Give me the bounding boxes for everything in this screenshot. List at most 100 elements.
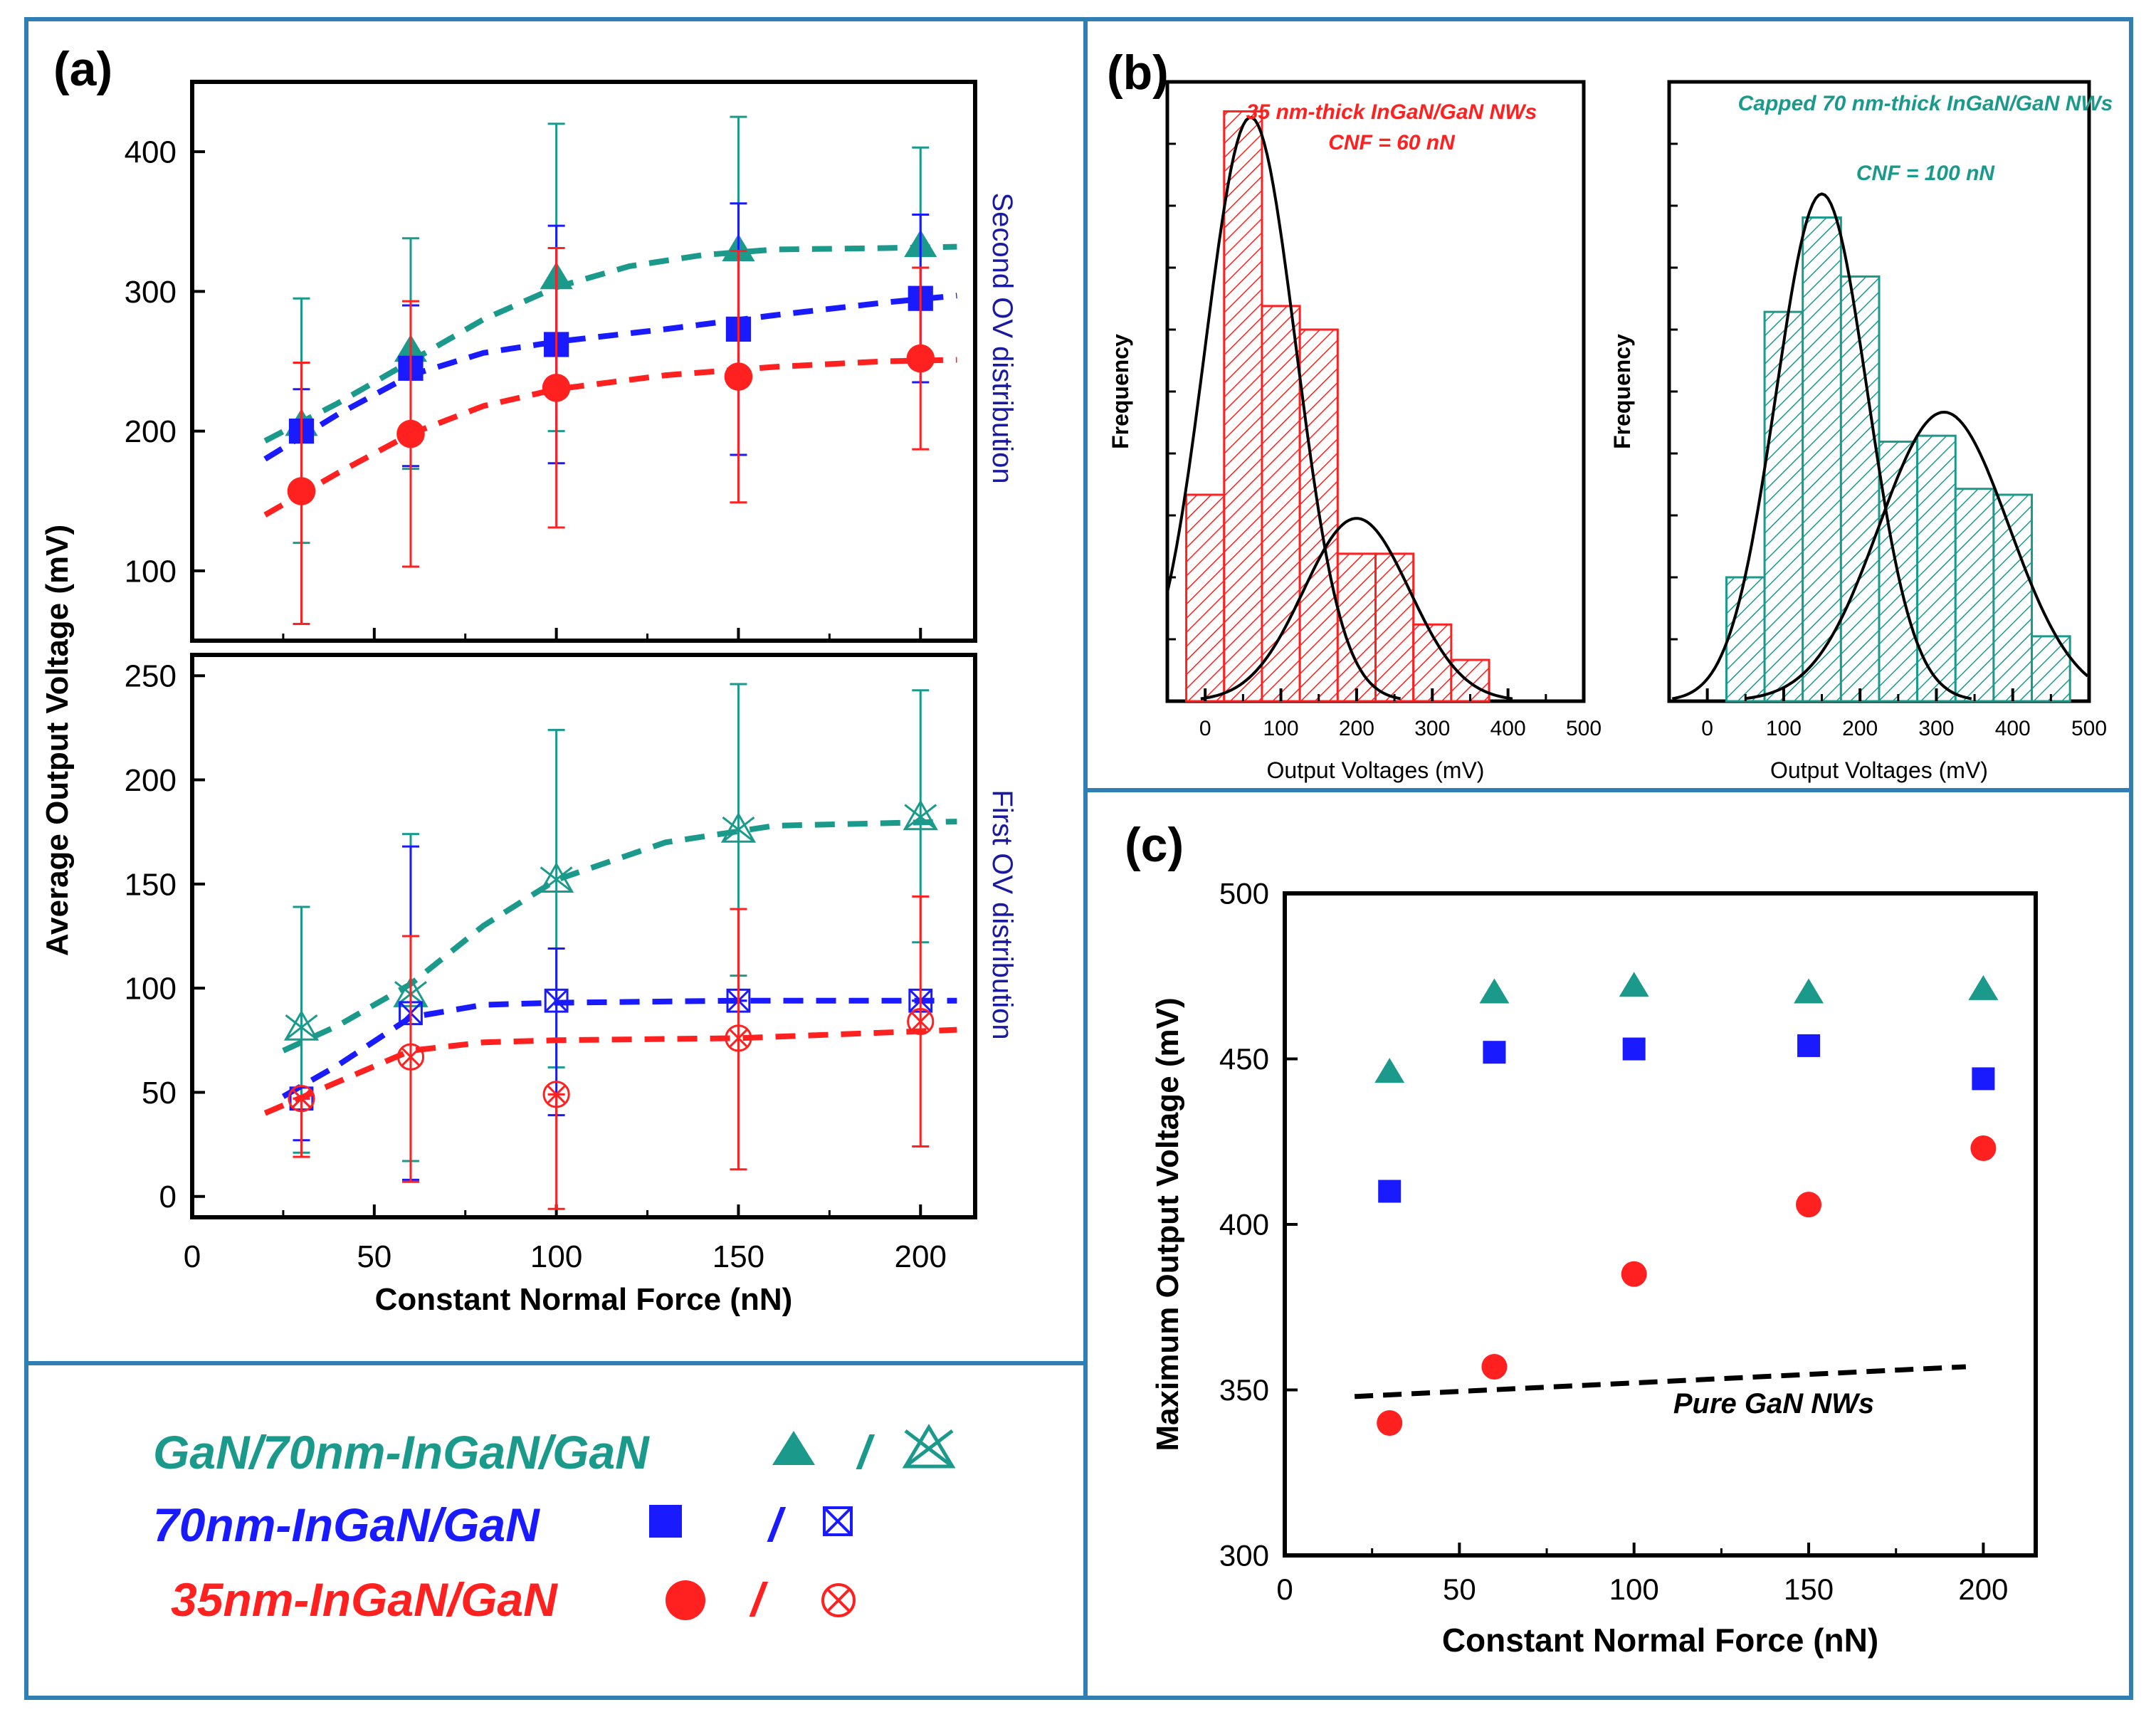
histogram-y-axis-title: Frequency bbox=[1609, 334, 1635, 449]
marker-outline bbox=[542, 1081, 570, 1108]
histogram-bar bbox=[2031, 635, 2071, 703]
legend: GaN/70nm-InGaN/GaN / 70nm-InGaN/GaN / 35… bbox=[153, 1424, 956, 1626]
square-marker bbox=[1483, 1041, 1506, 1064]
marker-outline bbox=[903, 799, 938, 831]
circled-x-marker bbox=[288, 1085, 315, 1113]
plot-frame bbox=[190, 80, 977, 643]
histogram-bar bbox=[1954, 488, 1995, 703]
marker-stroke bbox=[401, 1047, 421, 1066]
x-tick-label: 0 bbox=[1701, 717, 1713, 740]
circled-x-marker bbox=[542, 1081, 570, 1108]
marker-outline bbox=[720, 812, 757, 843]
x-tick-label: 500 bbox=[1566, 717, 1602, 740]
legend-label-gan70: GaN/70nm-InGaN/GaN bbox=[153, 1426, 650, 1479]
histogram-x-axis-title: Output Voltages (mV) bbox=[1770, 757, 1988, 783]
triangle-marker bbox=[1619, 972, 1649, 997]
histogram-bar bbox=[1185, 493, 1226, 703]
legend-boxed-x-marker bbox=[823, 1506, 853, 1536]
y-tick-label: 100 bbox=[125, 972, 177, 1007]
circled-x-marker bbox=[725, 1024, 752, 1052]
fit-curve bbox=[263, 293, 957, 462]
series-GaN/70nm-InGaN/GaN bbox=[1374, 972, 1999, 1083]
square-marker bbox=[1378, 1180, 1402, 1203]
x-tick-label: 0 bbox=[1276, 1572, 1293, 1606]
panel-b-right-histogram: 0 100 200 300 400 500 Output Voltages (mV) Freq… bbox=[1609, 80, 2107, 783]
histogram-bar bbox=[1763, 310, 1804, 703]
x-tick-label: 100 bbox=[1766, 717, 1802, 740]
fit-curve bbox=[282, 819, 957, 1054]
marker-stroke bbox=[911, 1012, 930, 1031]
y-tick-label: 100 bbox=[125, 554, 177, 589]
marker-outline bbox=[544, 988, 569, 1013]
left-histogram-title: 35 nm-thick InGaN/GaN NWs bbox=[1246, 100, 1537, 124]
marker-stroke bbox=[285, 1014, 318, 1041]
panel-a-label: (a) bbox=[53, 42, 112, 96]
x-tick-label: 0 bbox=[184, 1239, 201, 1274]
x-tick-label: 100 bbox=[1263, 717, 1299, 740]
histogram-bar bbox=[1916, 434, 1957, 703]
x-tick-label: 300 bbox=[1918, 717, 1954, 740]
triangle-marker bbox=[1374, 1058, 1405, 1083]
circle-marker bbox=[542, 373, 571, 402]
panel-a-lower-chart: 0 50 100 150 200 0 50 100 150 200 250 bbox=[125, 653, 977, 1274]
y-tick-label: 500 bbox=[1219, 877, 1269, 910]
outer-frame bbox=[24, 17, 2133, 1700]
panel-c-chart: 0 50 100 150 200 300 350 400 450 500 Pure GaN NWs C… bbox=[1150, 877, 2038, 1659]
histogram-bar bbox=[1992, 493, 2034, 703]
gaussian-fit-curve bbox=[1745, 410, 2089, 700]
circle-marker bbox=[1970, 1135, 1997, 1162]
x-tick-label: 50 bbox=[1443, 1572, 1476, 1606]
legend-separator-2: / bbox=[767, 1498, 787, 1551]
panel-a-upper-chart: 100 200 300 400 bbox=[125, 80, 977, 643]
y-tick-label: 300 bbox=[125, 275, 177, 310]
legend-separator-1: / bbox=[856, 1426, 875, 1479]
plot-frame bbox=[1283, 891, 2038, 1558]
circle-marker bbox=[724, 362, 753, 391]
plot-frame bbox=[190, 653, 977, 1219]
marker-outline bbox=[288, 1085, 315, 1113]
legend-label-70nm: 70nm-InGaN/GaN bbox=[153, 1498, 540, 1551]
circle-marker bbox=[1796, 1192, 1822, 1218]
x-tick-label: 100 bbox=[530, 1239, 582, 1274]
legend-separator-3: / bbox=[749, 1573, 769, 1626]
series-70nm-InGaN/GaN bbox=[281, 845, 957, 1181]
left-histogram-subtitle: CNF = 60 nN bbox=[1328, 131, 1456, 154]
fit-curve bbox=[281, 997, 957, 1099]
boxed-x-marker bbox=[544, 988, 569, 1013]
circle-marker bbox=[1621, 1261, 1647, 1287]
x-tick-label: 0 bbox=[1199, 717, 1211, 740]
histogram-bar bbox=[1725, 576, 1766, 703]
pure-gan-reference-line bbox=[1354, 1364, 1967, 1400]
legend-circle-marker bbox=[666, 1580, 705, 1620]
gaussian-fit-curve bbox=[1200, 517, 1513, 700]
y-tick-label: 200 bbox=[125, 414, 177, 449]
right-histogram-title: Capped 70 nm-thick InGaN/GaN NWs bbox=[1738, 92, 2113, 115]
histogram-bar bbox=[1261, 305, 1301, 703]
x-tick-label: 400 bbox=[1490, 717, 1526, 740]
triangle-marker bbox=[1968, 975, 1999, 1000]
circle-marker bbox=[287, 477, 316, 505]
fit-curve bbox=[263, 357, 957, 518]
marker-outline bbox=[539, 861, 574, 893]
circled-x-marker bbox=[396, 1043, 425, 1071]
legend-triangle-marker bbox=[772, 1431, 815, 1465]
series-70nm-InGaN/GaN bbox=[1378, 1034, 1995, 1203]
y-tick-label: 50 bbox=[142, 1076, 177, 1110]
square-marker bbox=[1622, 1037, 1646, 1061]
circle-marker bbox=[1377, 1410, 1403, 1436]
x-tick-label: 150 bbox=[1784, 1572, 1834, 1606]
x-tick-label: 150 bbox=[712, 1239, 764, 1274]
x-tick-label: 500 bbox=[2071, 717, 2107, 740]
y-tick-label: 250 bbox=[125, 659, 177, 694]
y-tick-label: 0 bbox=[159, 1180, 177, 1214]
series-GaN/70nm-InGaN/GaN bbox=[263, 115, 957, 545]
marker-stroke bbox=[729, 1029, 748, 1048]
x-tick-label: 200 bbox=[895, 1239, 947, 1274]
crossed-triangle-marker bbox=[539, 861, 574, 893]
y-tick-label: 350 bbox=[1219, 1373, 1269, 1407]
panel-a-x-axis-title: Constant Normal Force (nN) bbox=[375, 1282, 793, 1317]
y-tick-label: 450 bbox=[1219, 1042, 1269, 1076]
square-marker bbox=[1972, 1067, 1995, 1091]
histogram-bar bbox=[1374, 552, 1415, 703]
